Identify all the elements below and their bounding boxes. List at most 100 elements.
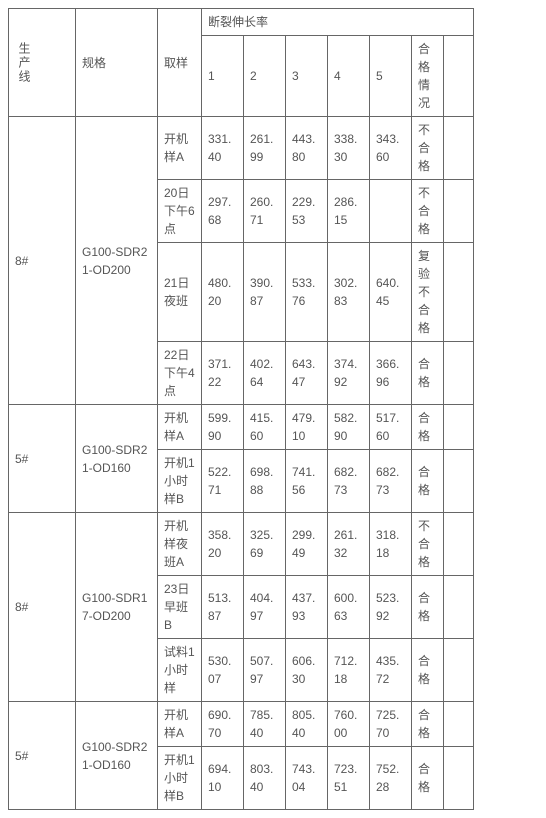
cell-v5: 682.73 [370,450,412,513]
cell-extra [444,405,474,450]
cell-sample: 开机1小时样B [158,450,202,513]
cell-v3: 741.56 [286,450,328,513]
cell-v1: 599.90 [202,405,244,450]
cell-v5: 435.72 [370,639,412,702]
cell-v4: 374.92 [328,342,370,405]
cell-v2: 803.40 [244,747,286,810]
cell-v2: 415.60 [244,405,286,450]
cell-sample: 开机1小时样B [158,747,202,810]
cell-pass: 合格 [412,450,444,513]
cell-sample: 21日夜班 [158,243,202,342]
header-v4: 4 [328,36,370,117]
cell-extra [444,180,474,243]
cell-sample: 22日下午4点 [158,342,202,405]
cell-extra [444,576,474,639]
cell-spec: G100-SDR21-OD200 [76,117,158,405]
cell-v1: 480.20 [202,243,244,342]
cell-v2: 404.97 [244,576,286,639]
cell-pass: 复验不合格 [412,243,444,342]
cell-v1: 371.22 [202,342,244,405]
cell-v4: 600.63 [328,576,370,639]
cell-pass: 合格 [412,639,444,702]
cell-v2: 785.40 [244,702,286,747]
cell-v5: 343.60 [370,117,412,180]
cell-v4: 582.90 [328,405,370,450]
cell-extra [444,702,474,747]
cell-v5: 640.45 [370,243,412,342]
header-spec: 规格 [76,9,158,117]
cell-v1: 522.71 [202,450,244,513]
cell-v3: 229.53 [286,180,328,243]
cell-v2: 325.69 [244,513,286,576]
header-pass: 合格情况 [412,36,444,117]
cell-v4: 682.73 [328,450,370,513]
table-row: 8#G100-SDR21-OD200开机样A331.40261.99443.80… [9,117,474,180]
cell-line: 5# [9,702,76,810]
cell-pass: 合格 [412,576,444,639]
cell-v3: 299.49 [286,513,328,576]
cell-extra [444,747,474,810]
cell-v2: 260.71 [244,180,286,243]
cell-v1: 331.40 [202,117,244,180]
cell-v5: 517.60 [370,405,412,450]
cell-extra [444,243,474,342]
cell-spec: G100-SDR17-OD200 [76,513,158,702]
header-extra [444,36,474,117]
cell-v4: 712.18 [328,639,370,702]
cell-v4: 302.83 [328,243,370,342]
cell-v4: 286.15 [328,180,370,243]
cell-v1: 358.20 [202,513,244,576]
cell-line: 8# [9,117,76,405]
cell-v5: 752.28 [370,747,412,810]
cell-v3: 437.93 [286,576,328,639]
cell-sample: 开机样A [158,702,202,747]
cell-v3: 643.47 [286,342,328,405]
cell-pass: 合格 [412,747,444,810]
cell-v1: 694.10 [202,747,244,810]
header-sample: 取样 [158,9,202,117]
cell-extra [444,342,474,405]
cell-v2: 698.88 [244,450,286,513]
cell-v1: 690.70 [202,702,244,747]
cell-v4: 338.30 [328,117,370,180]
cell-v3: 443.80 [286,117,328,180]
cell-extra [444,639,474,702]
cell-v4: 261.32 [328,513,370,576]
cell-sample: 20日下午6点 [158,180,202,243]
table-row: 5#G100-SDR21-OD160开机样A690.70785.40805.40… [9,702,474,747]
cell-line: 8# [9,513,76,702]
cell-v2: 402.64 [244,342,286,405]
cell-v5: 523.92 [370,576,412,639]
header-v5: 5 [370,36,412,117]
cell-pass: 不合格 [412,180,444,243]
cell-extra [444,450,474,513]
cell-spec: G100-SDR21-OD160 [76,405,158,513]
cell-v4: 723.51 [328,747,370,810]
cell-v5: 318.18 [370,513,412,576]
header-row-1: 生产线 规格 取样 断裂伸长率 [9,9,474,36]
cell-v2: 261.99 [244,117,286,180]
header-line-label: 生产线 [15,42,33,84]
cell-v5 [370,180,412,243]
header-elongation: 断裂伸长率 [202,9,474,36]
cell-v3: 805.40 [286,702,328,747]
cell-pass: 合格 [412,405,444,450]
cell-v3: 533.76 [286,243,328,342]
cell-pass: 合格 [412,702,444,747]
cell-line: 5# [9,405,76,513]
cell-v5: 725.70 [370,702,412,747]
cell-v3: 479.10 [286,405,328,450]
elongation-table: 生产线 规格 取样 断裂伸长率 1 2 3 4 5 合格情况 8#G100-SD… [8,8,474,810]
cell-pass: 不合格 [412,513,444,576]
cell-v1: 513.87 [202,576,244,639]
cell-v1: 297.68 [202,180,244,243]
table-row: 5#G100-SDR21-OD160开机样A599.90415.60479.10… [9,405,474,450]
table-row: 8#G100-SDR17-OD200开机样夜班A358.20325.69299.… [9,513,474,576]
cell-v1: 530.07 [202,639,244,702]
header-v2: 2 [244,36,286,117]
cell-spec: G100-SDR21-OD160 [76,702,158,810]
header-v3: 3 [286,36,328,117]
cell-v5: 366.96 [370,342,412,405]
cell-extra [444,117,474,180]
header-line: 生产线 [9,9,76,117]
